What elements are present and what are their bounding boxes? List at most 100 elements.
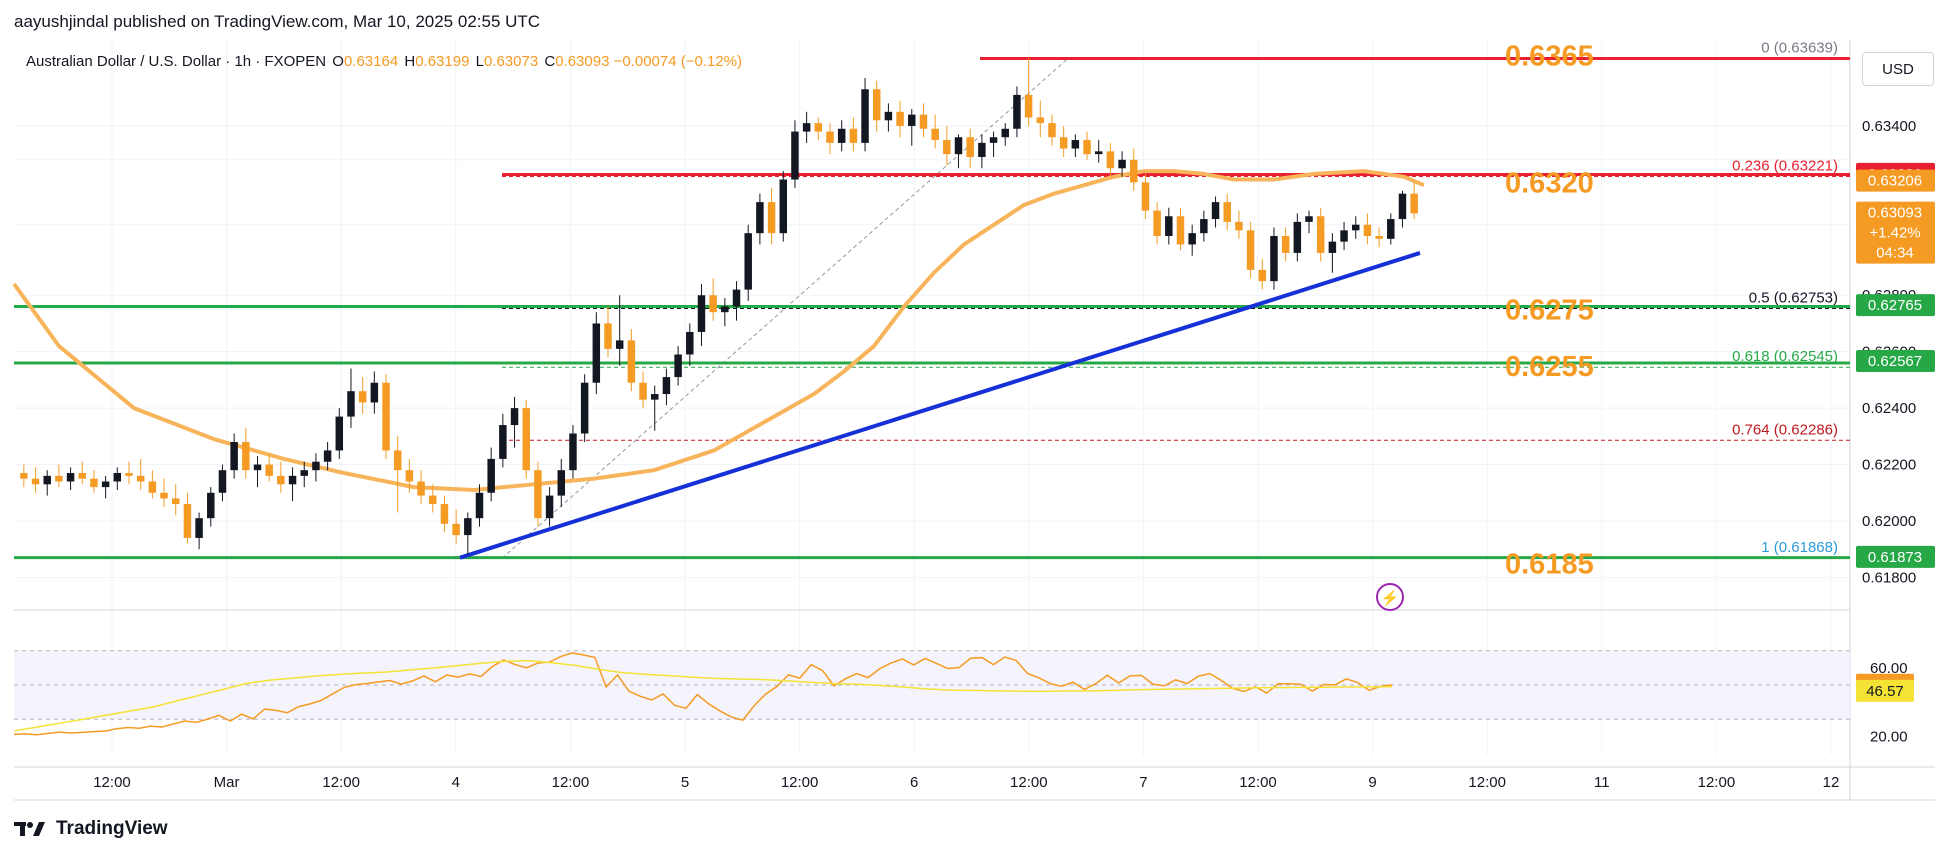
candle-body[interactable] — [499, 425, 507, 459]
candle-body[interactable] — [1258, 269, 1267, 282]
candle-body[interactable] — [989, 137, 998, 143]
candle-body[interactable] — [1153, 210, 1161, 236]
candle-body[interactable] — [101, 481, 110, 488]
candle-body[interactable] — [732, 289, 741, 307]
candle-body[interactable] — [1048, 123, 1056, 138]
candle-body[interactable] — [779, 179, 787, 234]
candle-body[interactable] — [1024, 94, 1033, 118]
candle-body[interactable] — [919, 114, 928, 129]
candle-body[interactable] — [382, 382, 390, 451]
candle-body[interactable] — [592, 323, 601, 383]
candle-body[interactable] — [767, 202, 776, 234]
candle-body[interactable] — [183, 504, 192, 538]
price-badge[interactable] — [1856, 545, 1935, 568]
candle-body[interactable] — [1118, 159, 1126, 169]
candle-body[interactable] — [55, 475, 63, 482]
candle-body[interactable] — [464, 518, 472, 536]
candle-body[interactable] — [323, 450, 332, 462]
candle-body[interactable] — [288, 475, 297, 485]
candle-body[interactable] — [253, 464, 262, 471]
candle-body[interactable] — [1340, 230, 1348, 242]
candle-body[interactable] — [440, 504, 449, 524]
candle-body[interactable] — [604, 323, 612, 349]
candle-body[interactable] — [1130, 159, 1138, 183]
candle-body[interactable] — [312, 461, 320, 471]
candle-body[interactable] — [125, 473, 133, 476]
candle-body[interactable] — [802, 123, 811, 132]
candle-body[interactable] — [347, 391, 355, 417]
candle-body[interactable] — [884, 111, 893, 121]
candle-body[interactable] — [1001, 128, 1009, 138]
candle-body[interactable] — [510, 408, 519, 426]
candle-body[interactable] — [78, 473, 86, 479]
candle-body[interactable] — [487, 458, 495, 493]
candle-body[interactable] — [1387, 219, 1395, 239]
candle-body[interactable] — [1363, 224, 1372, 236]
candle-body[interactable] — [1293, 221, 1302, 253]
candle-body[interactable] — [791, 131, 799, 180]
candle-body[interactable] — [300, 470, 308, 476]
candle-body[interactable] — [1281, 235, 1290, 253]
candle-body[interactable] — [148, 481, 157, 493]
candle-body[interactable] — [709, 295, 717, 313]
candle-body[interactable] — [837, 128, 846, 143]
candle-body[interactable] — [66, 473, 75, 482]
candle-body[interactable] — [1398, 193, 1407, 220]
candle-body[interactable] — [429, 495, 437, 505]
price-badge[interactable] — [1856, 294, 1935, 317]
candle-body[interactable] — [393, 450, 402, 471]
candle-body[interactable] — [171, 498, 180, 505]
price-badge[interactable] — [1856, 349, 1935, 372]
candle-body[interactable] — [1141, 182, 1150, 211]
candle-body[interactable] — [697, 295, 706, 332]
candle-body[interactable] — [1176, 216, 1185, 245]
candle-body[interactable] — [207, 492, 215, 519]
candle-body[interactable] — [826, 131, 834, 143]
candle-body[interactable] — [978, 142, 986, 157]
candle-body[interactable] — [1211, 202, 1220, 220]
candle-body[interactable] — [662, 377, 671, 395]
candle-body[interactable] — [943, 140, 951, 155]
candle-body[interactable] — [931, 128, 939, 141]
candle-body[interactable] — [242, 441, 250, 471]
currency-button[interactable]: USD — [1862, 52, 1934, 86]
candle-body[interactable] — [615, 340, 624, 349]
candle-body[interactable] — [1200, 219, 1208, 234]
candle-body[interactable] — [358, 391, 367, 403]
candle-body[interactable] — [908, 114, 916, 126]
candle-body[interactable] — [1106, 151, 1115, 169]
candle-body[interactable] — [896, 111, 904, 126]
candle-body[interactable] — [814, 123, 823, 132]
price-badge[interactable] — [1856, 201, 1935, 264]
candle-body[interactable] — [31, 478, 40, 485]
candle-body[interactable] — [580, 382, 589, 434]
candle-body[interactable] — [861, 89, 869, 143]
candle-body[interactable] — [1059, 137, 1068, 149]
candle-body[interactable] — [756, 202, 764, 234]
candle-body[interactable] — [1328, 241, 1337, 253]
candle-body[interactable] — [277, 475, 285, 485]
candle-body[interactable] — [370, 382, 379, 403]
candle-body[interactable] — [1235, 221, 1243, 231]
candle-body[interactable] — [452, 523, 460, 536]
brand-footer[interactable]: TradingView — [14, 818, 168, 840]
candle-body[interactable] — [475, 492, 484, 519]
candle-body[interactable] — [265, 464, 273, 476]
candle-body[interactable] — [639, 382, 647, 400]
candle-body[interactable] — [1071, 140, 1080, 149]
candle-body[interactable] — [43, 475, 51, 485]
lightning-alert-icon[interactable] — [1376, 583, 1404, 611]
candle-body[interactable] — [872, 89, 881, 121]
candle-body[interactable] — [721, 306, 729, 313]
candle-body[interactable] — [160, 492, 168, 499]
candle-body[interactable] — [136, 475, 145, 482]
candle-body[interactable] — [218, 470, 227, 493]
candle-body[interactable] — [1270, 235, 1278, 282]
candle-body[interactable] — [1305, 216, 1313, 222]
candle-body[interactable] — [1410, 193, 1418, 214]
candle-body[interactable] — [954, 137, 963, 155]
candle-body[interactable] — [1013, 94, 1021, 129]
symbol-legend[interactable]: Australian Dollar / U.S. Dollar · 1h · F… — [26, 53, 742, 70]
candle-body[interactable] — [405, 470, 414, 482]
candle-body[interactable] — [557, 470, 566, 496]
